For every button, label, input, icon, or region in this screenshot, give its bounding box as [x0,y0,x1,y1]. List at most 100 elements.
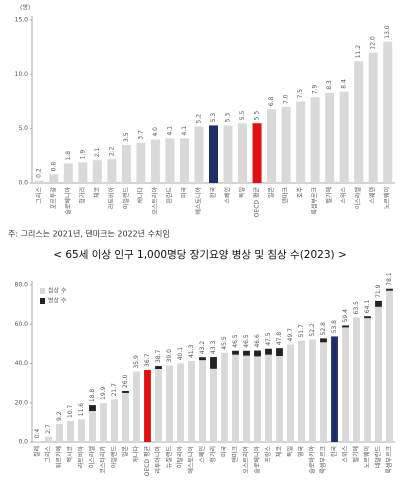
note: 주: 그리스는 2021년, 덴마크는 2022년 수치임 [8,229,170,239]
chart-title: < 65세 이상 인구 1,000명당 장기요양 병상 및 침상 수(2023)… [53,249,347,261]
x-tick-label: 이스라엘 [88,446,96,469]
bar [165,138,175,183]
x-tick-label: 뉴질랜드 [165,446,173,469]
bar-segment [243,350,250,356]
bar [238,123,248,183]
bar [252,123,262,183]
x-tick-label: 덴마크 [231,446,239,463]
total-label: 64.1 [364,300,371,314]
total-label: 9.2 [56,411,63,421]
bar-segment [199,360,206,442]
x-tick-label: 체코 [93,187,101,199]
value-label: 0.8 [50,162,57,172]
x-tick-label: 튀르키예 [55,446,63,468]
bar [368,52,378,183]
bar [296,101,306,183]
bar-segment [265,354,272,442]
value-label: 8.4 [341,79,348,89]
legend-label: 병상 수 [48,297,67,305]
value-label: 7.9 [312,84,319,94]
x-tick-label: 독일 [286,446,294,457]
bar [107,159,117,183]
value-label: 4.1 [181,126,188,136]
x-tick-label: OECD 평균 [143,446,151,477]
x-tick-label: 노르웨이 [383,187,391,209]
x-tick-label: 멕시코 [66,446,74,463]
x-tick-label: 덴마크 [282,187,290,204]
bar-segment [89,405,96,411]
bar-segment [287,344,294,442]
bar-segment [276,356,283,442]
x-tick-label: 영국 [297,446,305,458]
bar [310,97,320,183]
bar-segment [386,288,393,291]
x-tick-label: 캐나다 [132,446,140,463]
bar-segment [100,402,107,442]
value-label: 2.2 [108,146,115,156]
x-tick-label: 칠레 [33,446,41,457]
x-tick-label: 오스트리아 [242,446,250,474]
x-tick-label: 벨기에 [352,446,360,463]
bar [383,41,393,183]
value-label: 4.0 [152,127,159,137]
bar-segment [45,436,52,442]
x-tick-label: 노르웨이 [363,446,371,468]
bar-segment [320,338,327,343]
bar-segment [342,325,349,328]
total-label: 10.7 [67,404,74,418]
x-tick-label: 슬로바키아 [308,446,316,474]
bar-segment [166,365,173,442]
total-label: 49.7 [287,328,294,342]
total-label: 71.9 [375,284,382,298]
x-tick-label: 스위스 [341,446,349,463]
value-label: 7.0 [283,94,290,104]
total-label: 36.7 [144,353,151,367]
total-label: 43.3 [210,340,217,354]
value-label: 0.2 [36,168,43,178]
x-tick-label: 한국 [331,446,338,458]
x-tick-label: 한국 [210,187,217,199]
bar-segment [188,360,195,442]
bar-segment [122,390,129,393]
total-label: 46.5 [232,334,239,348]
bar-segment [298,340,305,442]
bar-segment [111,399,118,442]
x-tick-label: 체코 [275,446,283,458]
y-tick-label: 40.0 [15,360,29,367]
x-tick-label: 룩셈부르크 [311,187,319,215]
y-tick-label: 60.0 [15,321,29,328]
x-tick-label: 오스트리아 [151,187,159,215]
bar-segment [320,342,327,442]
value-label: 4.1 [166,126,173,136]
x-tick-label: 미국 [180,187,188,199]
bar-segment [122,392,129,442]
bar [339,91,349,183]
bar [194,126,204,183]
value-label: 5.2 [195,114,202,124]
x-tick-label: 스웨덴 [369,187,377,204]
bar [354,61,364,183]
bar-segment [254,350,261,357]
bar [63,163,73,183]
x-tick-label: 핀란드 [165,187,173,204]
total-label: 52.2 [309,323,316,337]
bar-segment [386,290,393,442]
value-label: 5.3 [210,113,217,123]
bar-segment [67,421,74,442]
bar-segment [276,348,283,357]
total-label: 19.9 [100,386,107,400]
y-tick-label: 20.0 [15,399,29,406]
x-tick-label: 스위스 [340,187,348,204]
bar [136,142,146,183]
x-tick-label: 코스타리카 [99,446,107,474]
total-label: 51.7 [298,324,305,338]
bar [281,106,291,183]
bar-segment [221,352,228,442]
bar-segment [232,354,239,442]
bar-segment [133,371,140,442]
x-tick-label: 리투아니아 [154,446,162,474]
total-label: 2.7 [45,424,52,434]
bar-segment [309,339,316,442]
x-tick-label: 그리스 [44,446,52,463]
x-tick-label: 포르투갈 [49,187,57,210]
